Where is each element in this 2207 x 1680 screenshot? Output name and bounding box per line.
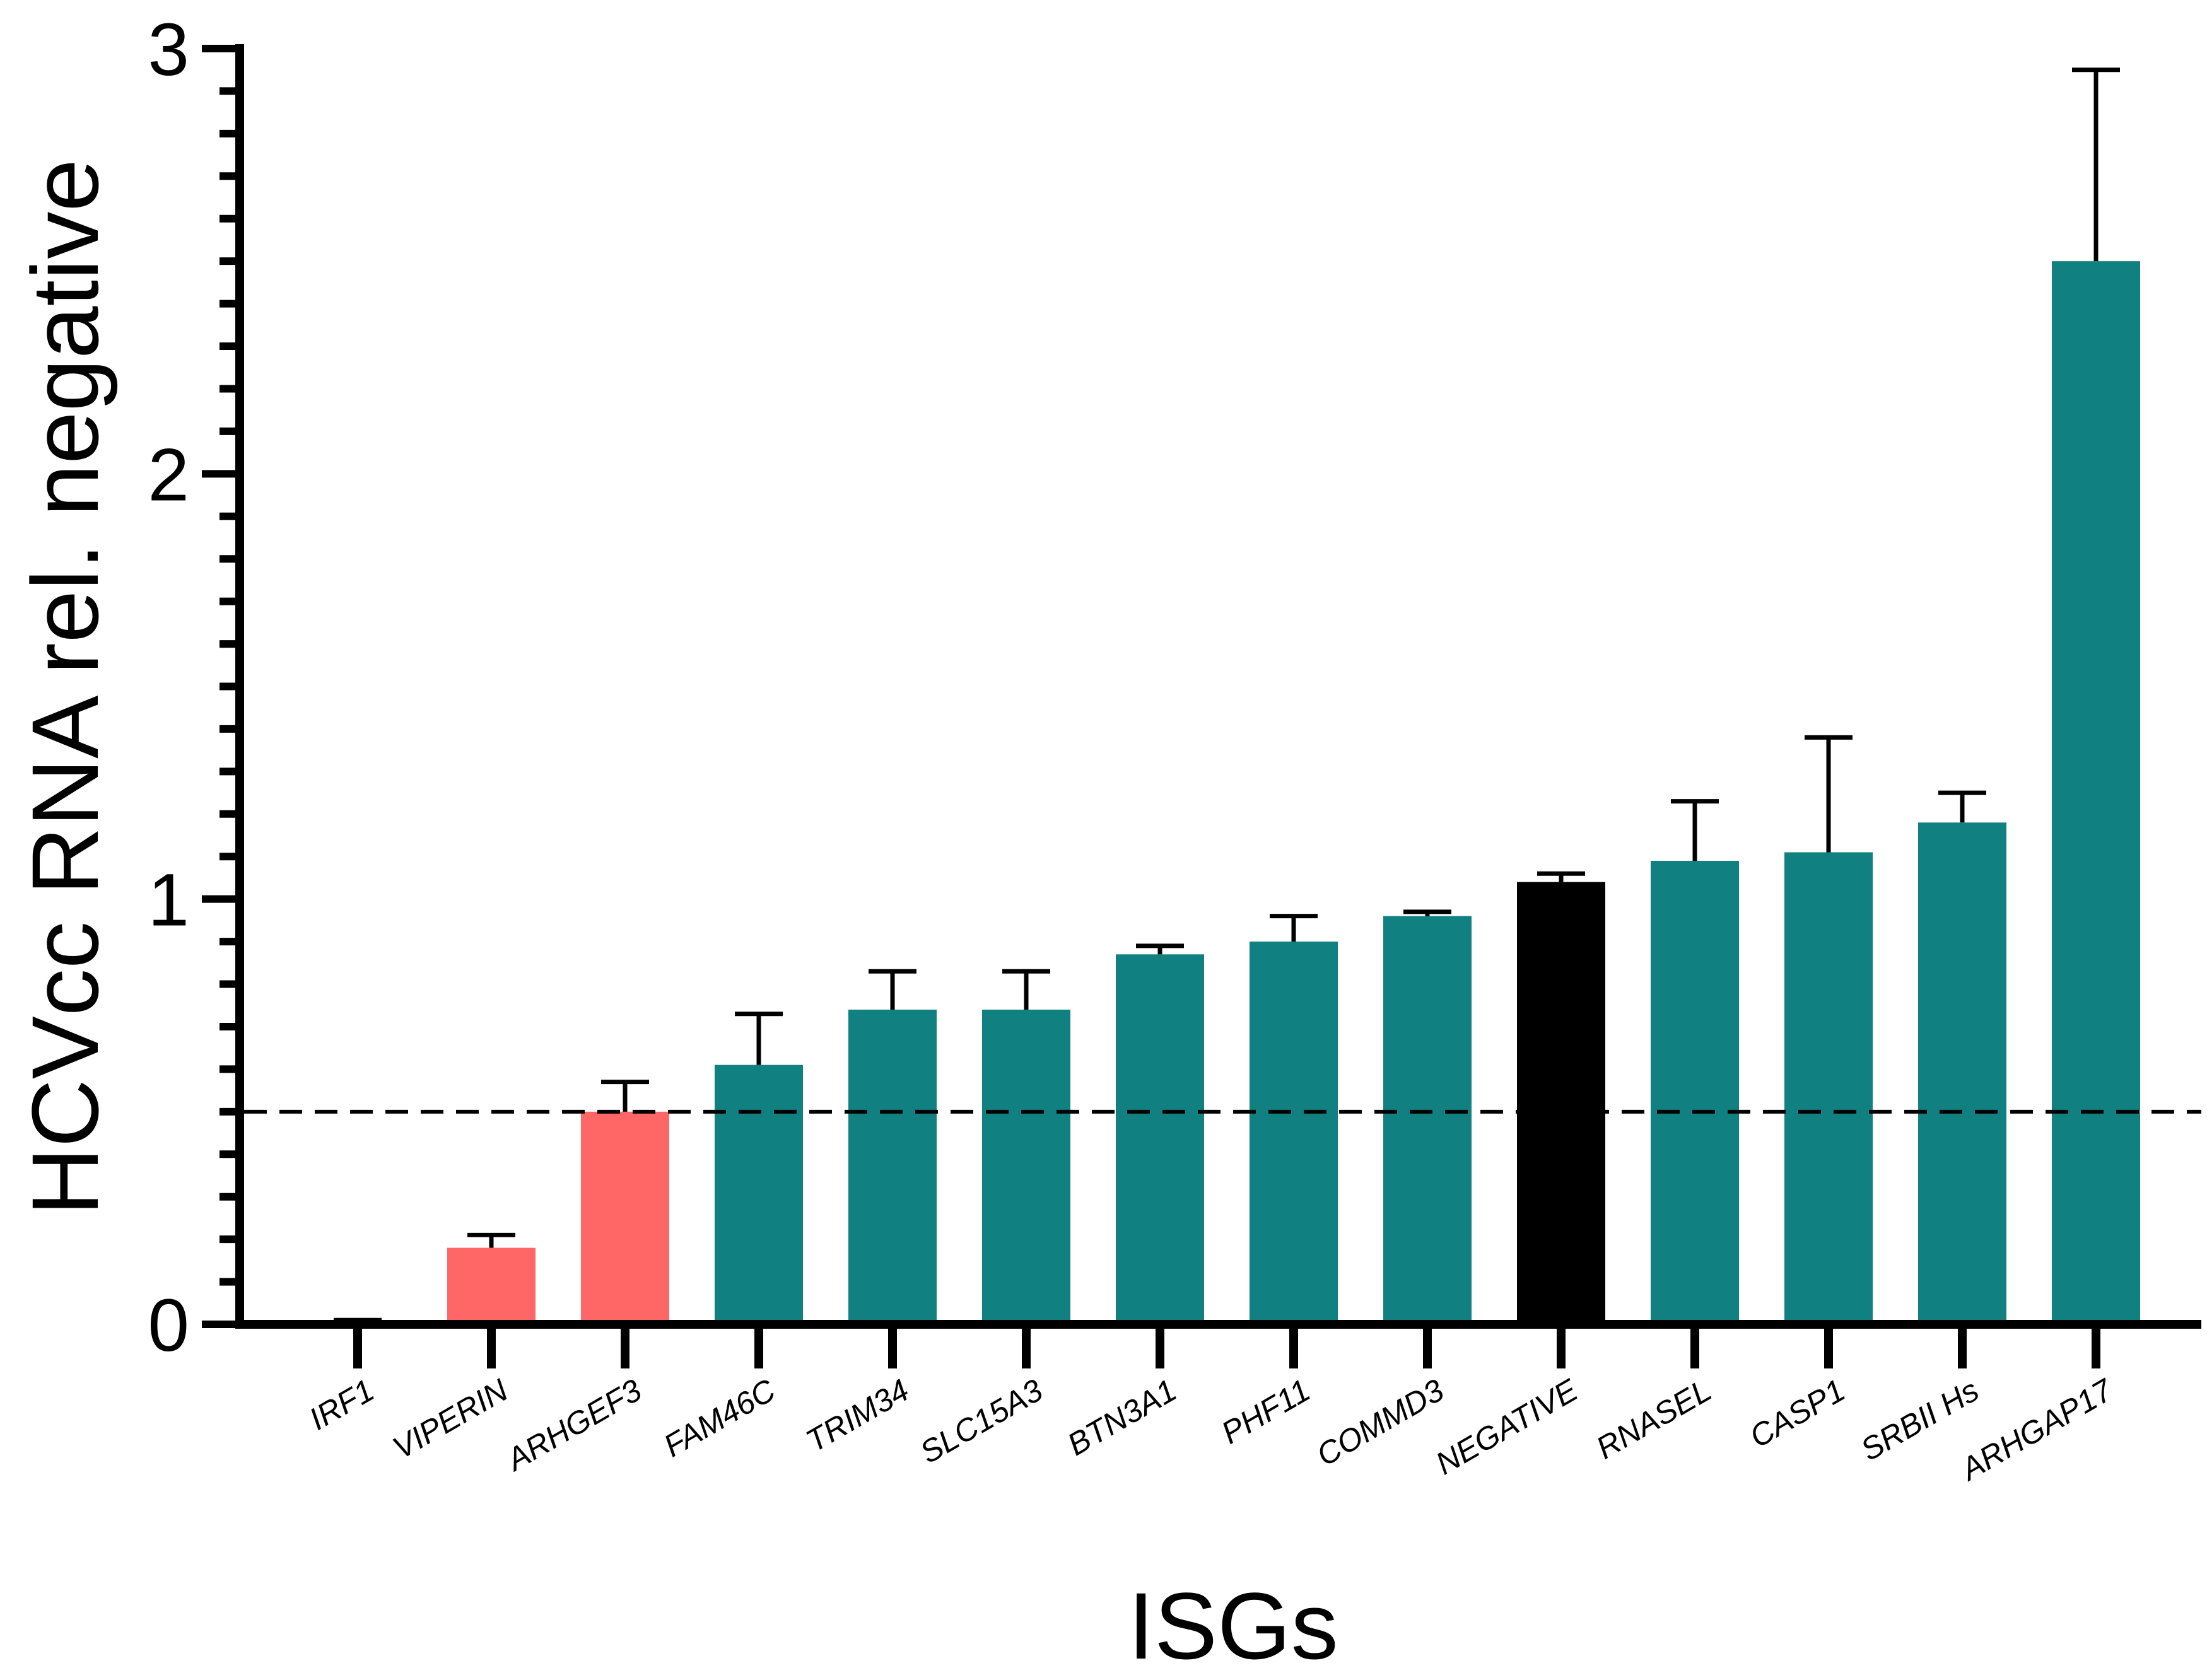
bar-srbii-hs[interactable] [1918, 822, 2006, 1324]
x-category-label: COMMD3 [1311, 1372, 1450, 1473]
bar-fam46c[interactable] [715, 1065, 803, 1324]
x-category-label: ARHGAP17 [1953, 1372, 2120, 1488]
bar-phf11[interactable] [1250, 942, 1338, 1324]
bars-group [313, 261, 2140, 1325]
bar-arhgap17[interactable] [2052, 261, 2140, 1325]
y-axis-title: HCVcc RNA rel. negative [12, 159, 118, 1216]
bar-casp1[interactable] [1784, 852, 1873, 1324]
x-category-label: FAM46C [658, 1372, 782, 1464]
bar-slc15a3[interactable] [982, 1009, 1070, 1324]
x-category-label: SLC15A3 [914, 1372, 1049, 1471]
bar-rnasel[interactable] [1651, 860, 1739, 1324]
x-category-label: PHF11 [1215, 1372, 1316, 1450]
bar-viperin[interactable] [447, 1247, 536, 1324]
bar-trim34[interactable] [848, 1009, 937, 1324]
x-category-label: ARHGEF3 [499, 1372, 647, 1478]
x-category-label: VIPERIN [387, 1372, 514, 1466]
error-bars-group [334, 67, 2120, 1322]
x-category-label: TRIM34 [800, 1372, 915, 1459]
x-category-label: IRF1 [303, 1372, 380, 1437]
x-category-label: CASP1 [1743, 1372, 1851, 1454]
y-tick-label: 1 [148, 859, 189, 942]
x-category-label: NEGATIVE [1430, 1372, 1584, 1481]
bar-btn3a1[interactable] [1116, 954, 1204, 1324]
x-category-label: RNASEL [1590, 1372, 1717, 1466]
x-category-label: BTN3A1 [1062, 1372, 1183, 1462]
bar-commd3[interactable] [1383, 916, 1472, 1324]
y-tick-label: 2 [148, 433, 189, 516]
x-axis-title: ISGs [1128, 1573, 1338, 1677]
axes-group [202, 44, 2201, 1368]
y-tick-label: 0 [148, 1284, 189, 1367]
bar-arhgef3[interactable] [581, 1111, 669, 1324]
y-tick-label: 3 [148, 8, 189, 91]
bar-negative[interactable] [1517, 882, 1605, 1324]
